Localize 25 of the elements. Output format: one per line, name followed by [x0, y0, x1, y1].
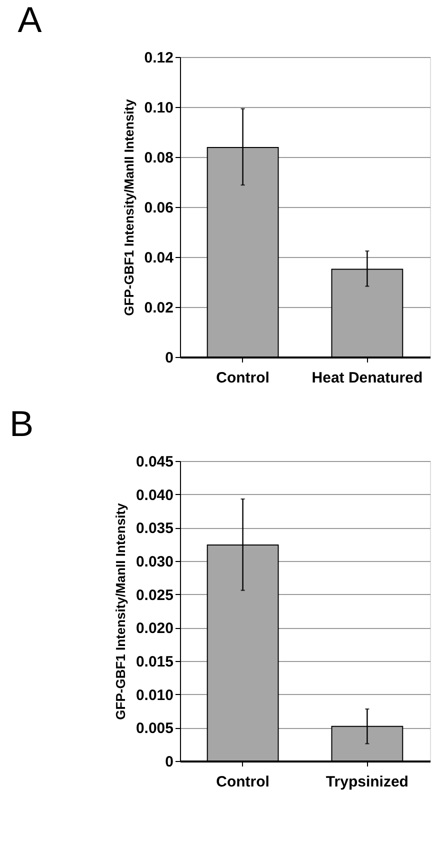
y-tick-label: 0.035 [136, 520, 174, 538]
y-axis-title: GFP-GBF1 Intensity/ManII Intensity [112, 502, 128, 720]
y-tick-label: 0.10 [144, 100, 174, 116]
y-axis-title: GFP-GBF1 Intensity/ManII Intensity [121, 98, 136, 316]
y-tick-label: 0.005 [136, 720, 174, 738]
x-tick-label: Trypsinized [326, 774, 408, 790]
y-tick-label: 0.015 [136, 654, 174, 670]
y-tick-label: 0.020 [136, 620, 174, 638]
x-tick-label: Control [216, 774, 270, 790]
x-tick-label: Control [216, 370, 270, 386]
y-tick-label: 0.025 [136, 586, 174, 604]
y-tick-label: 0.010 [136, 686, 174, 704]
y-tick-label: 0.08 [144, 150, 174, 166]
y-tick-label: 0 [165, 754, 174, 770]
chart-title: A [18, 0, 42, 40]
y-tick-label: 0.06 [144, 200, 174, 216]
y-tick-label: 0.12 [144, 50, 174, 66]
y-tick-label: 0.030 [136, 554, 174, 570]
y-tick-label: 0.02 [144, 300, 174, 316]
x-tick-label: Heat Denatured [312, 370, 423, 386]
y-tick-label: 0.040 [136, 486, 174, 504]
y-tick-label: 0.045 [136, 454, 174, 470]
y-tick-label: 0.04 [144, 250, 174, 266]
chart-title: B [9, 403, 34, 444]
y-tick-label: 0 [165, 350, 174, 366]
